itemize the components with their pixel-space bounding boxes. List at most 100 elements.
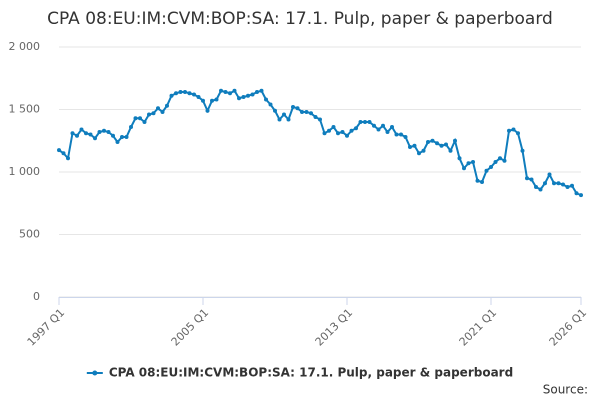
point <box>385 130 390 134</box>
point <box>111 133 115 138</box>
point <box>336 131 340 136</box>
point <box>156 106 160 111</box>
x-tick-label: 2021 Q1 <box>457 306 500 349</box>
point <box>228 91 232 96</box>
point <box>417 151 421 156</box>
point <box>520 148 525 153</box>
point <box>115 140 120 144</box>
point <box>547 172 552 177</box>
point <box>525 176 529 181</box>
point <box>412 143 417 148</box>
point <box>210 98 214 103</box>
point <box>138 116 142 121</box>
point <box>444 142 448 147</box>
point <box>511 127 516 132</box>
point <box>165 103 169 108</box>
x-tick-label: 1997 Q1 <box>25 306 68 349</box>
point <box>147 112 151 117</box>
point <box>534 185 538 189</box>
point <box>399 132 403 137</box>
point <box>264 97 268 102</box>
point <box>498 156 502 161</box>
point <box>552 181 556 186</box>
point <box>543 181 547 186</box>
point <box>133 116 138 121</box>
point <box>178 90 183 94</box>
point <box>295 106 300 111</box>
point <box>183 90 187 94</box>
y-tick-label: 0 <box>33 290 40 303</box>
point <box>358 120 363 124</box>
y-tick-label: 1 500 <box>9 103 41 116</box>
legend-label: CPA 08:EU:IM:CVM:BOP:SA: 17.1. Pulp, pap… <box>109 366 513 380</box>
point <box>282 112 286 117</box>
point <box>219 88 223 93</box>
point <box>291 105 295 109</box>
point <box>196 95 201 99</box>
point <box>93 136 97 141</box>
point <box>345 133 349 138</box>
point <box>160 110 165 114</box>
point <box>430 138 435 143</box>
point <box>129 125 133 129</box>
point <box>376 127 381 132</box>
point <box>309 111 313 116</box>
point <box>574 191 579 196</box>
point <box>88 132 93 137</box>
point <box>421 148 426 153</box>
point <box>75 133 79 138</box>
point <box>493 160 498 164</box>
point <box>529 177 534 182</box>
point <box>192 92 196 97</box>
point <box>408 145 412 149</box>
point <box>462 166 466 171</box>
point <box>471 160 475 164</box>
point <box>66 156 70 161</box>
point <box>448 148 453 153</box>
point <box>106 130 111 134</box>
point <box>259 88 264 93</box>
chart-title: CPA 08:EU:IM:CVM:BOP:SA: 17.1. Pulp, pap… <box>47 9 553 29</box>
point <box>124 135 129 139</box>
point <box>435 141 439 146</box>
point <box>556 181 561 186</box>
point <box>322 131 327 136</box>
y-tick-label: 500 <box>19 228 40 241</box>
point <box>241 95 246 99</box>
y-tick-label: 1 000 <box>9 165 41 178</box>
point <box>475 178 480 183</box>
point <box>151 111 156 116</box>
point <box>142 120 147 124</box>
point <box>439 143 444 148</box>
point <box>318 117 322 122</box>
point <box>394 132 399 137</box>
point <box>57 148 61 153</box>
point <box>340 130 345 134</box>
point <box>300 110 304 114</box>
point <box>331 125 336 129</box>
point <box>273 108 277 113</box>
point <box>120 135 124 139</box>
point <box>187 91 192 96</box>
point <box>70 131 75 136</box>
point <box>97 130 102 134</box>
point <box>255 90 259 94</box>
x-tick-label: 2026 Q1 <box>547 306 590 349</box>
point <box>570 183 574 188</box>
point <box>349 128 354 133</box>
point <box>579 193 583 198</box>
point <box>372 123 376 128</box>
point <box>502 158 507 163</box>
point <box>561 182 565 187</box>
point <box>79 127 84 132</box>
point <box>286 117 291 122</box>
point <box>84 131 88 136</box>
point <box>102 128 106 133</box>
point <box>403 135 408 139</box>
point <box>516 131 520 136</box>
source: Source: <box>543 383 588 397</box>
point <box>457 156 462 161</box>
point <box>313 115 318 119</box>
point <box>480 180 484 184</box>
